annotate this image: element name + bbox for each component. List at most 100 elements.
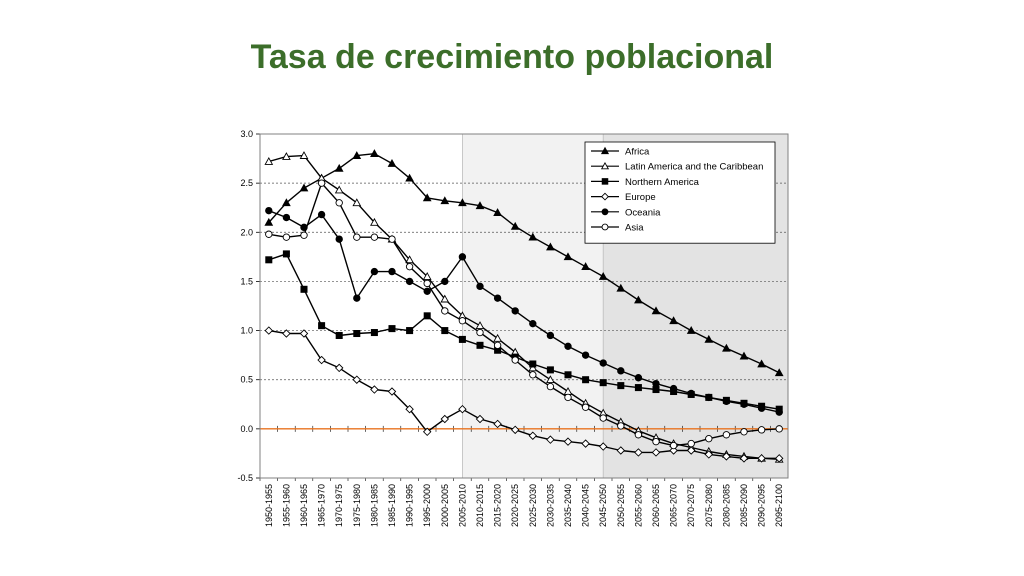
data-point [265,230,273,238]
legend-entry: Latin America and the Caribbean [591,162,763,173]
data-point [458,253,467,261]
data-point [265,256,273,264]
data-point [318,322,326,330]
data-point [582,376,590,384]
legend-entry: Asia [591,223,644,234]
data-point [686,326,696,334]
series-layer [264,149,784,463]
data-point [405,262,414,271]
legend-entry: Africa [591,147,650,158]
data-point [686,446,696,455]
x-tick-label: 2045-2050 [598,484,608,527]
x-tick-label: 2055-2060 [633,484,643,527]
data-point [528,431,538,440]
data-point [353,294,361,302]
x-tick-label: 1965-1970 [317,484,327,527]
legend-label: Northern America [625,177,700,188]
data-point [370,233,379,241]
data-point [740,400,748,408]
data-point [581,439,590,448]
x-tick-label: 1960-1965 [299,484,309,527]
data-point [264,156,274,165]
data-point [441,277,449,286]
data-point [299,183,309,192]
x-tick-label: 2000-2005 [440,484,450,527]
data-point [599,379,607,387]
legend-entry: Europe [591,192,656,203]
data-point [739,351,749,360]
x-tick-label: 2040-2045 [581,484,591,527]
data-point [387,158,397,167]
data-point [564,393,572,402]
data-point [334,163,344,172]
data-point [652,379,660,388]
data-point [441,307,449,315]
data-point [440,196,450,205]
data-point [581,351,590,359]
legend-label: Oceania [625,207,661,218]
data-point [705,393,713,402]
data-point [476,341,484,349]
y-tick-label: 2.5 [240,178,253,188]
data-point [423,312,431,320]
data-point [774,368,784,377]
x-tick-label: 2010-2015 [475,484,485,527]
y-tick-label: 1.0 [240,326,253,336]
data-point [353,330,361,338]
data-point [511,356,519,364]
data-point [529,360,537,368]
data-point [564,342,572,350]
data-point [370,149,379,157]
data-point [581,403,590,411]
legend-label: Asia [625,223,644,234]
x-tick-label: 1980-1985 [369,484,379,527]
data-point [388,235,396,243]
data-point [652,437,660,446]
data-point [546,382,555,391]
data-point [546,375,555,384]
data-point [601,178,609,185]
data-point [617,422,625,430]
data-point [687,439,695,448]
series-europe [264,326,784,463]
data-point [282,329,291,338]
data-point [601,223,609,231]
data-point [705,434,713,443]
data-point [335,235,343,243]
series-oceania [265,206,783,416]
data-point [546,331,555,340]
shaded-range-light [462,134,604,478]
x-tick-label: 2005-2010 [457,484,467,527]
y-tick-label: -0.5 [237,473,253,483]
data-point [335,199,343,207]
data-point [669,384,678,393]
x-axis-ticks: 1950-1955 1955-1960 1960-1965 1965-1970 1970… [259,425,784,527]
legend-entry: Oceania [591,207,661,218]
legend-label: Europe [625,192,656,203]
data-point [529,371,537,379]
data-point [370,329,378,337]
x-tick-label: 2025-2030 [528,484,538,527]
x-tick-label: 1990-1995 [405,484,415,527]
x-tick-label: 1950-1955 [264,484,274,527]
series-africa [264,149,784,377]
data-point [669,446,678,455]
x-tick-label: 2085-2090 [739,484,749,527]
data-point [406,327,414,335]
data-point [493,341,502,350]
x-tick-label: 1970-1975 [334,484,344,527]
data-point [282,233,291,241]
data-point [388,325,396,333]
series-asia [265,179,783,450]
data-point [634,374,643,382]
data-point [704,450,714,459]
data-point [563,252,573,261]
data-point [546,366,554,374]
legend-entry: Northern America [591,177,700,188]
legend-label: Latin America and the Caribbean [625,162,763,173]
data-point [722,452,731,461]
data-point [387,387,397,396]
plot-border [259,133,789,479]
data-point [317,179,326,187]
